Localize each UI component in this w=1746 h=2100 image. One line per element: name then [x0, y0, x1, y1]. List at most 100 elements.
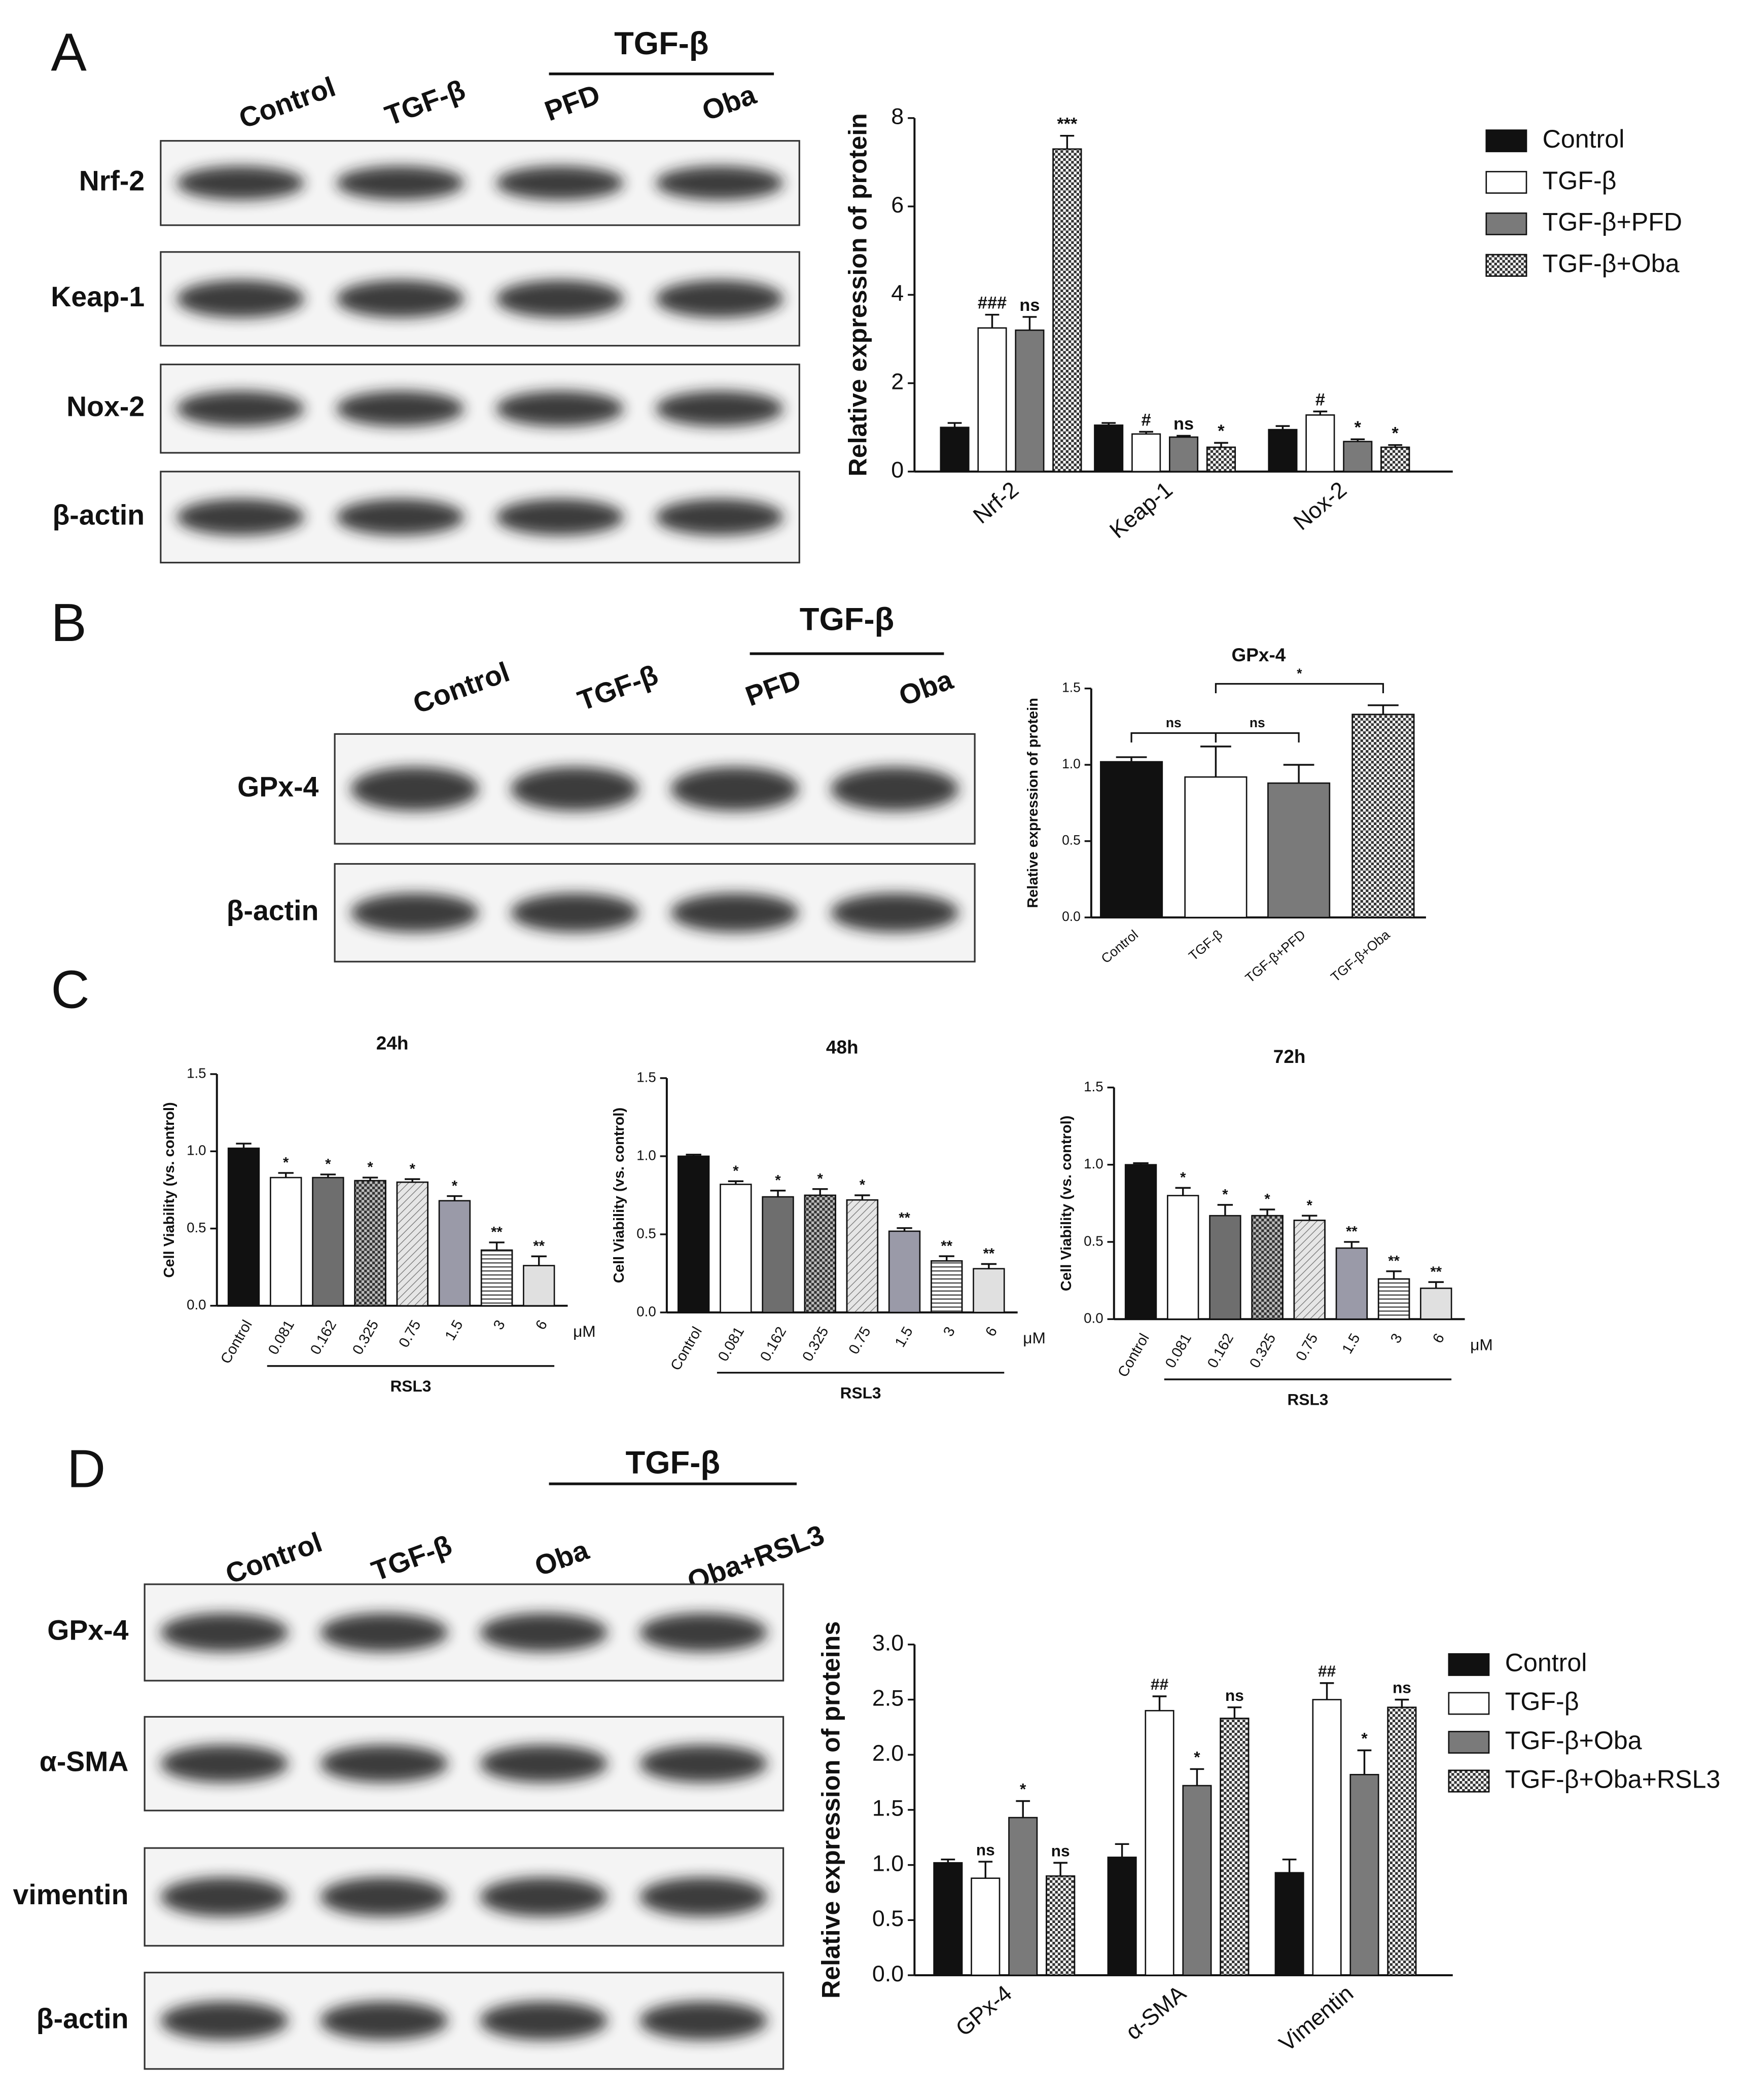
row-label: vimentin: [13, 1879, 129, 1910]
error-bar: [362, 1177, 378, 1181]
error-bar: [1259, 1208, 1275, 1216]
error-bar: [1116, 756, 1147, 762]
lane-label: Oba: [895, 663, 957, 712]
error-bar: [947, 422, 962, 428]
bar: [1267, 782, 1331, 918]
error-bar: [1357, 1749, 1372, 1775]
x-tick-label: 0.75: [1293, 1331, 1322, 1364]
error-bar: [1060, 134, 1075, 149]
error-bar: [1282, 1858, 1297, 1873]
bar: [1124, 1164, 1157, 1320]
error-bar: [489, 1241, 505, 1251]
legend-swatch: [1448, 1731, 1490, 1754]
blot-band: [320, 1613, 448, 1652]
bar: [678, 1155, 710, 1313]
y-axis-label: Relative expression of protein: [843, 113, 872, 476]
error-bar: [941, 1858, 955, 1863]
significance-label: *: [817, 1171, 824, 1187]
error-bar: [1302, 1215, 1317, 1221]
x-tick-label: 0.75: [396, 1318, 424, 1350]
y-tick-label: 1.5: [187, 1065, 206, 1081]
comparison-label: ns: [1250, 715, 1265, 730]
group-label: RSL3: [840, 1383, 881, 1402]
error-bar: [1200, 745, 1231, 777]
bar: [523, 1265, 555, 1307]
error-bar: [1152, 1695, 1167, 1711]
y-tick-label: 3.0: [872, 1630, 904, 1656]
bar: [940, 426, 970, 473]
x-tick-label: Control: [1098, 927, 1141, 967]
significance-label: **: [983, 1246, 995, 1262]
legend-swatch: [1485, 171, 1527, 194]
error-bar: [1388, 444, 1403, 447]
error-bar: [1428, 1281, 1444, 1289]
significance-label: *: [733, 1163, 739, 1179]
error-bar: [812, 1188, 828, 1195]
lane-label: Control: [409, 656, 513, 720]
significance-label: *: [1180, 1170, 1186, 1186]
blot-band: [639, 1613, 768, 1652]
blot-band: [480, 2001, 608, 2040]
blot-band: [176, 280, 305, 318]
bar-pattern: [1220, 1718, 1250, 1976]
blot-band: [496, 280, 624, 318]
x-tick-label: 0.162: [1204, 1331, 1237, 1371]
x-tick-label: 0.75: [846, 1324, 874, 1357]
lane-label: PFD: [741, 663, 805, 712]
blot-band: [336, 390, 465, 426]
x-tick-label: 0.081: [1162, 1331, 1195, 1371]
significance-label: ns: [1019, 296, 1040, 315]
y-tick-label: 0.0: [187, 1297, 206, 1312]
significance-label: *: [1307, 1197, 1313, 1214]
row-label: β-actin: [227, 895, 319, 927]
blot-band: [160, 1745, 289, 1783]
legend-label: TGF-β: [1505, 1687, 1579, 1716]
error-bar: [1177, 435, 1191, 437]
bar-pattern: [1380, 446, 1410, 473]
significance-label: ##: [1151, 1675, 1169, 1693]
chart-title: 72h: [1273, 1046, 1306, 1067]
blot-band: [480, 1877, 608, 1917]
error-bar: [1368, 704, 1399, 715]
legend-swatch-pattern: [1485, 254, 1527, 277]
significance-label: *: [452, 1178, 458, 1194]
significance-label: ###: [978, 293, 1007, 312]
error-bar: [1217, 1204, 1233, 1216]
bar: [1420, 1287, 1452, 1320]
blot-band: [655, 280, 783, 318]
bar: [1167, 1195, 1199, 1320]
bar: [1131, 433, 1161, 473]
bar: [1343, 441, 1373, 473]
bar-pattern: [1206, 446, 1236, 473]
bar: [720, 1184, 752, 1313]
significance-label: ns: [1393, 1679, 1411, 1697]
blot-band: [160, 2001, 289, 2040]
panel-letter: A: [51, 22, 87, 82]
row-label: GPx-4: [47, 1615, 128, 1646]
error-bar: [447, 1195, 462, 1201]
bar: [270, 1177, 302, 1307]
bar-pattern: [396, 1181, 429, 1307]
error-bar: [1227, 1706, 1242, 1719]
blot-band: [639, 1745, 768, 1783]
x-tick-label: 0.162: [307, 1318, 340, 1358]
y-tick-label: 1.0: [636, 1147, 656, 1163]
error-bar: [1022, 316, 1037, 331]
panel-letter: D: [67, 1439, 105, 1499]
legend-label: Control: [1505, 1649, 1587, 1677]
error-bar: [1053, 1862, 1068, 1876]
significance-label: *: [325, 1156, 331, 1172]
row-label: GPx-4: [237, 771, 318, 802]
unit-label: μM: [573, 1322, 596, 1340]
x-tick-label: 1.5: [1339, 1331, 1364, 1357]
bar-pattern: [1052, 148, 1082, 473]
group-label: TGF-β: [800, 601, 894, 637]
error-bar: [320, 1173, 336, 1178]
panel-letter: C: [51, 959, 89, 1019]
x-tick-label: Nrf-2: [968, 476, 1023, 528]
bar: [971, 1877, 1001, 1976]
blot-band: [496, 499, 624, 536]
bar: [933, 1862, 963, 1976]
bar: [1100, 761, 1163, 918]
